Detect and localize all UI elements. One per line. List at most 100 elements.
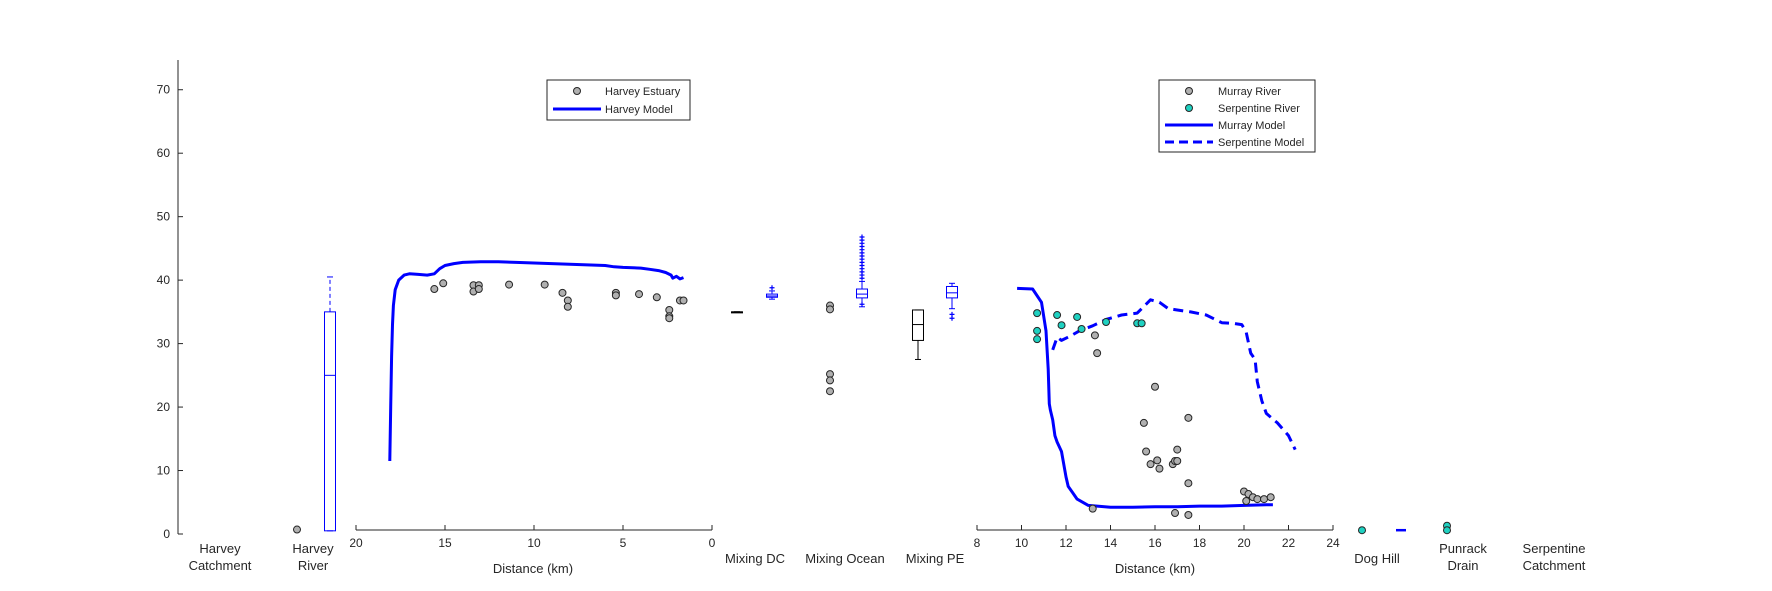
legend-right: Murray River Serpentine River Murray Mod… [1158, 79, 1316, 153]
box-iqr [856, 288, 868, 299]
data-point [1053, 311, 1062, 320]
x-tick-label: 12 [1059, 536, 1073, 550]
series-harvey-estuary [430, 279, 688, 323]
series-line-murray-model [1017, 286, 1273, 509]
boxplot-mixing-dc [731, 311, 743, 314]
x-tick-label: 15 [438, 536, 452, 550]
y-tick-label: 20 [157, 400, 171, 414]
data-point [652, 293, 661, 302]
series-murray-river [1088, 331, 1275, 519]
legend-label-murray-river: Murray River [1218, 86, 1281, 98]
data-point [1358, 526, 1366, 535]
y-tick-label: 10 [157, 464, 171, 478]
x-tick-label: 10 [527, 536, 541, 550]
data-point [826, 387, 834, 396]
data-point [1146, 460, 1155, 469]
data-point [439, 279, 448, 288]
category-label-harvey-catchment: Harvey Catchment [189, 541, 252, 573]
data-point [1184, 479, 1193, 488]
data-point [1093, 349, 1102, 358]
data-point [1033, 335, 1042, 344]
y-tick-label: 60 [157, 146, 171, 160]
x-tick-label: 8 [974, 536, 981, 550]
legend-left-box [546, 79, 691, 121]
model-lines [388, 260, 1297, 509]
box-iqr [912, 309, 924, 341]
points-harvey-river [293, 525, 301, 534]
legend-label-harvey-estuary: Harvey Estuary [605, 86, 681, 98]
legend-left: Harvey Estuary Harvey Model [546, 79, 691, 121]
data-point [1155, 464, 1164, 473]
x-axis-right: 8 10 12 14 16 18 20 22 24 [974, 525, 1340, 550]
x-tick-label: 0 [709, 536, 716, 550]
series-line-serpentine-model [1051, 298, 1297, 451]
data-point [1266, 493, 1275, 502]
category-label-punrack-drain: Punrack Drain [1439, 541, 1487, 573]
points-dog-hill [1358, 526, 1366, 535]
category-label-mixing-ocean: Mixing Ocean [805, 551, 884, 566]
data-point [1253, 495, 1262, 504]
x-tick-label: 10 [1015, 536, 1029, 550]
data-point [1057, 321, 1066, 330]
x-tick-label: 24 [1326, 536, 1340, 550]
x-tick-label: 16 [1148, 536, 1162, 550]
category-label-harvey-river: Harvey River [292, 541, 334, 573]
data-point [611, 291, 620, 300]
category-label-mixing-dc: Mixing DC [725, 551, 785, 566]
data-point [826, 305, 834, 314]
data-point [1184, 413, 1193, 422]
category-label-mixing-pe: Mixing PE [906, 551, 965, 566]
legend-label-serpentine-model: Serpentine Model [1218, 137, 1304, 149]
boxplot-mixing-ocean-model [856, 234, 868, 308]
data-point [1184, 510, 1193, 519]
data-point [1173, 445, 1182, 454]
data-point [1153, 456, 1162, 465]
box-outlier [769, 285, 775, 291]
y-tick-label: 0 [163, 527, 170, 541]
legend-marker-murray-river [1185, 87, 1193, 95]
data-point [474, 285, 483, 294]
data-point [540, 280, 549, 289]
category-label-dog-hill: Dog Hill [1354, 551, 1400, 566]
y-tick-label: 70 [157, 83, 171, 97]
y-tick-label: 40 [157, 273, 171, 287]
data-point [665, 314, 674, 323]
legend-marker-harvey-estuary [573, 87, 581, 95]
data-point [558, 288, 567, 297]
data-point [430, 285, 439, 294]
data-point [1137, 319, 1146, 328]
box-iqr [324, 311, 336, 532]
x-tick-label: 18 [1193, 536, 1207, 550]
data-point [1077, 325, 1086, 334]
data-point [1171, 509, 1180, 518]
data-point [563, 302, 572, 311]
legend-label-serpentine-river: Serpentine River [1218, 103, 1300, 115]
data-point [1142, 447, 1151, 456]
x-axis-left: 20 15 10 5 0 [349, 525, 716, 550]
box-outlier [859, 301, 865, 307]
data-point [1073, 312, 1082, 321]
box-iqr [946, 285, 958, 299]
data-point [1151, 382, 1159, 391]
data-point [679, 296, 688, 305]
data-point [1173, 457, 1182, 466]
boxplot-mixing-pe-model [946, 282, 958, 321]
x-tick-label: 20 [349, 536, 363, 550]
boxplot-harvey-river [324, 276, 336, 532]
legend-right-box [1158, 79, 1316, 153]
category-label-serpentine-catchment: Serpentine Catchment [1523, 541, 1586, 573]
data-point [1102, 318, 1111, 327]
observation-markers [293, 279, 1451, 535]
box-outlier [859, 234, 865, 240]
data-point [1260, 495, 1269, 504]
y-tick-label: 30 [157, 337, 171, 351]
legend-marker-serpentine-river [1185, 104, 1193, 112]
x-axis-label-left: Distance (km) [493, 561, 573, 576]
category-labels: Harvey Catchment Harvey River Mixing DC Mi… [189, 541, 1586, 573]
series-serpentine-river [1033, 309, 1146, 344]
boxplot-mixing-dc-model [766, 285, 778, 300]
y-tick-label: 50 [157, 210, 171, 224]
x-tick-label: 14 [1104, 536, 1118, 550]
x-tick-label: 20 [1237, 536, 1251, 550]
